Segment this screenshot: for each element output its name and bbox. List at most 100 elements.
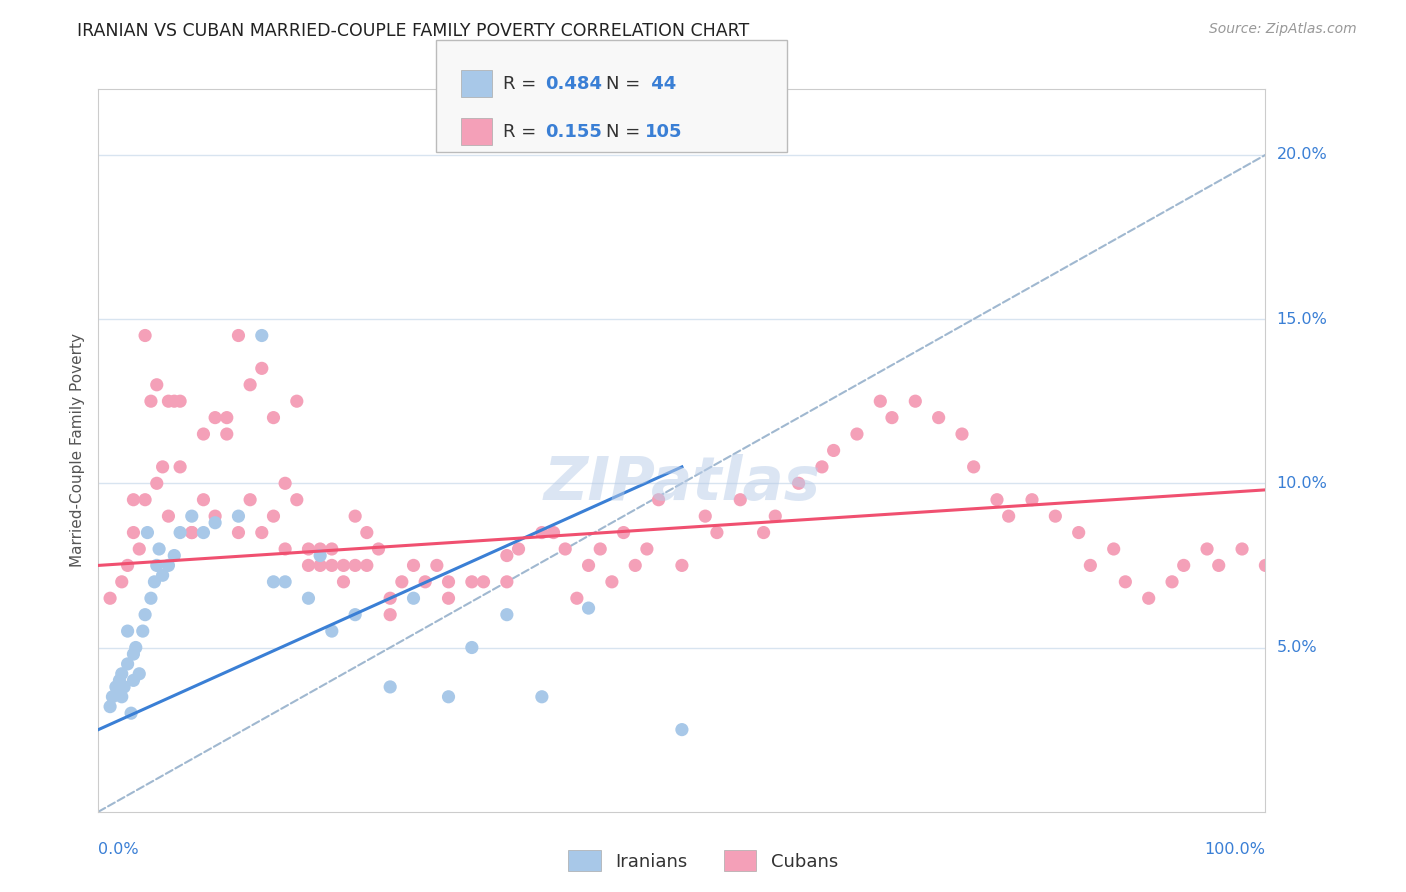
Point <box>730 492 752 507</box>
Point <box>402 558 425 573</box>
Point <box>647 492 669 507</box>
Point <box>1230 541 1253 556</box>
Point <box>321 624 343 639</box>
Point <box>380 680 402 694</box>
Point <box>146 476 169 491</box>
Point <box>134 328 156 343</box>
Point <box>148 541 170 556</box>
Point <box>157 394 180 409</box>
Point <box>122 525 145 540</box>
Point <box>530 525 553 540</box>
Point <box>139 394 162 409</box>
Point <box>869 394 891 409</box>
Point <box>104 680 127 694</box>
Point <box>228 509 250 524</box>
Point <box>1080 558 1102 573</box>
Point <box>285 492 308 507</box>
Point <box>565 591 588 606</box>
Point <box>752 525 775 540</box>
Text: 100.0%: 100.0% <box>1205 842 1265 857</box>
Point <box>543 525 565 540</box>
Point <box>98 591 121 606</box>
Point <box>120 706 142 721</box>
Point <box>101 690 124 704</box>
Point <box>671 723 693 737</box>
Point <box>846 427 869 442</box>
Point <box>578 601 600 615</box>
Text: 44: 44 <box>645 75 676 93</box>
Point <box>111 666 134 681</box>
Point <box>437 574 460 589</box>
Point <box>332 574 354 589</box>
Point <box>122 647 145 661</box>
Point <box>309 541 332 556</box>
Point <box>600 574 623 589</box>
Point <box>344 558 367 573</box>
Point <box>1197 541 1219 556</box>
Point <box>157 509 180 524</box>
Text: N =: N = <box>606 75 645 93</box>
Point <box>180 525 202 540</box>
Point <box>1254 558 1277 573</box>
Point <box>1067 525 1090 540</box>
Point <box>1045 509 1067 524</box>
Point <box>461 640 484 655</box>
Point <box>98 699 121 714</box>
Point <box>215 427 238 442</box>
Point <box>1173 558 1195 573</box>
Point <box>1161 574 1184 589</box>
Point <box>285 394 308 409</box>
Point <box>128 666 150 681</box>
Point <box>262 574 284 589</box>
Point <box>297 591 319 606</box>
Text: ZIPatlas: ZIPatlas <box>543 454 821 513</box>
Text: 0.155: 0.155 <box>546 123 602 141</box>
Text: N =: N = <box>606 123 645 141</box>
Point <box>332 558 354 573</box>
Point <box>496 607 519 622</box>
Point <box>823 443 845 458</box>
Point <box>1114 574 1136 589</box>
Point <box>356 558 378 573</box>
Point <box>274 574 297 589</box>
Point <box>997 509 1019 524</box>
Point <box>274 476 297 491</box>
Point <box>461 574 484 589</box>
Point <box>262 410 284 425</box>
Point <box>239 377 262 392</box>
Point <box>309 549 332 563</box>
Text: R =: R = <box>503 123 543 141</box>
Point <box>134 607 156 622</box>
Point <box>193 525 215 540</box>
Point <box>437 591 460 606</box>
Point <box>413 574 436 589</box>
Point <box>274 541 297 556</box>
Point <box>250 328 273 343</box>
Point <box>163 549 186 563</box>
Point <box>108 673 131 688</box>
Point <box>128 541 150 556</box>
Point <box>125 640 148 655</box>
Point <box>193 492 215 507</box>
Point <box>554 541 576 556</box>
Point <box>111 574 134 589</box>
Point <box>112 680 135 694</box>
Point <box>787 476 810 491</box>
Point <box>1102 541 1125 556</box>
Point <box>122 673 145 688</box>
Text: 15.0%: 15.0% <box>1277 311 1327 326</box>
Point <box>297 558 319 573</box>
Point <box>695 509 717 524</box>
Text: 0.484: 0.484 <box>546 75 603 93</box>
Point <box>986 492 1008 507</box>
Text: IRANIAN VS CUBAN MARRIED-COUPLE FAMILY POVERTY CORRELATION CHART: IRANIAN VS CUBAN MARRIED-COUPLE FAMILY P… <box>77 22 749 40</box>
Point <box>356 525 378 540</box>
Point <box>250 361 273 376</box>
Point <box>169 394 191 409</box>
Point <box>380 591 402 606</box>
Point <box>928 410 950 425</box>
Point <box>1137 591 1160 606</box>
Text: Source: ZipAtlas.com: Source: ZipAtlas.com <box>1209 22 1357 37</box>
Text: 105: 105 <box>645 123 683 141</box>
Point <box>763 509 786 524</box>
